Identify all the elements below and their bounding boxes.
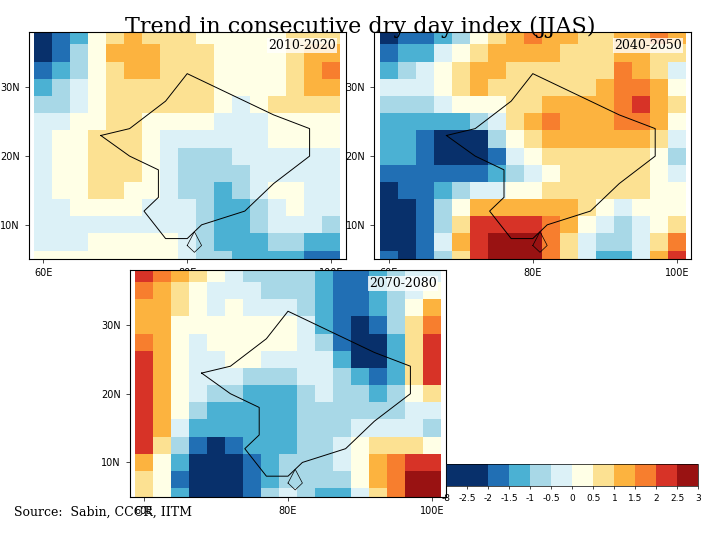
Text: 2070-2080: 2070-2080 xyxy=(369,277,437,290)
Text: 2040-2050: 2040-2050 xyxy=(614,39,682,52)
Text: Source:  Sabin, CCCR, IITM: Source: Sabin, CCCR, IITM xyxy=(14,505,192,518)
Text: Trend in consecutive dry day index (JJAS): Trend in consecutive dry day index (JJAS… xyxy=(125,16,595,38)
Text: 2010-2020: 2010-2020 xyxy=(269,39,336,52)
